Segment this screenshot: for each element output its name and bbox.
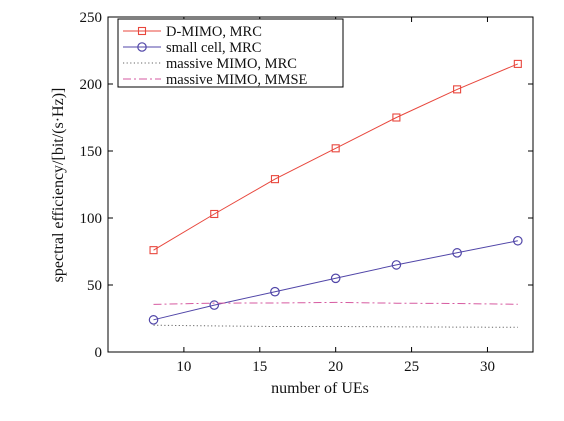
legend-marker [137, 42, 147, 52]
y-tick-label: 200 [80, 77, 103, 93]
y-tick-label: 100 [80, 211, 103, 227]
data-point-marker [148, 315, 159, 325]
x-tick-label: 15 [252, 359, 267, 375]
y-tick-label: 250 [80, 10, 103, 26]
series-1 [148, 235, 523, 325]
legend-label: small cell, MRC [166, 40, 261, 56]
series-line [153, 63, 518, 251]
x-tick-label: 20 [328, 359, 343, 375]
legend-label: D-MIMO, MRC [166, 24, 262, 40]
x-tick-label: 30 [480, 359, 495, 375]
series-line [153, 301, 518, 305]
legend-marker [137, 26, 147, 36]
data-point-marker [392, 113, 401, 122]
data-point-marker [270, 175, 280, 184]
data-point-marker [270, 286, 280, 297]
legend-label: massive MIMO, MRC [166, 56, 297, 72]
data-point-marker [391, 260, 402, 270]
data-point-marker [453, 85, 462, 94]
x-tick-label: 25 [404, 359, 419, 375]
series-layer [148, 59, 523, 328]
watermark: CSDN @香脆鱿鱼须 [400, 390, 538, 408]
data-point-marker [513, 235, 523, 246]
series-3 [153, 301, 518, 305]
y-axis-label: spectral efficiency/[bit/(s·Hz)] [50, 88, 67, 283]
x-axis-label: number of UEs [271, 380, 369, 397]
legend-label: massive MIMO, MMSE [166, 72, 308, 88]
data-point-marker [513, 59, 522, 68]
legend-box [117, 18, 344, 88]
y-tick-label: 50 [87, 278, 102, 294]
y-tick-label: 0 [95, 345, 103, 361]
series-0 [149, 59, 522, 255]
data-point-marker [452, 248, 462, 258]
x-tick-label: 10 [176, 359, 191, 375]
data-point-marker [209, 300, 220, 310]
series-line [153, 240, 518, 321]
data-point-marker [210, 209, 219, 219]
data-point-marker [330, 273, 341, 284]
axis-ticks: 10 15 20 25 30 0 50 100 150 200 250 [80, 10, 533, 375]
data-point-marker [331, 144, 340, 153]
data-point-marker [149, 246, 158, 255]
y-tick-label: 150 [80, 144, 103, 160]
